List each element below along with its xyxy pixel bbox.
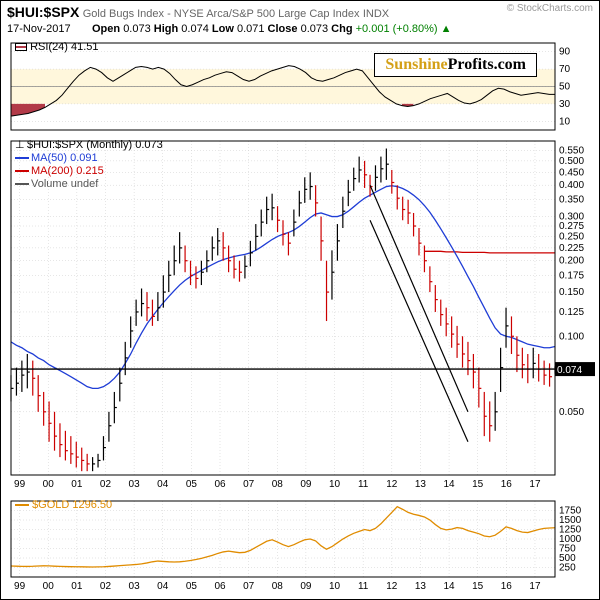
svg-text:15: 15	[472, 581, 484, 592]
svg-text:1500: 1500	[559, 515, 582, 526]
svg-text:14: 14	[444, 581, 456, 592]
svg-text:1250: 1250	[559, 525, 582, 536]
svg-text:05: 05	[186, 581, 198, 592]
svg-text:17: 17	[529, 479, 541, 490]
svg-text:09: 09	[300, 479, 312, 490]
svg-text:0.250: 0.250	[559, 231, 584, 242]
rsi-legend: RSI(24) 41.51	[15, 41, 99, 54]
svg-text:08: 08	[272, 479, 284, 490]
svg-text:10: 10	[329, 581, 341, 592]
svg-text:11: 11	[358, 479, 369, 490]
svg-text:15: 15	[472, 479, 484, 490]
svg-text:03: 03	[129, 479, 141, 490]
svg-text:00: 00	[43, 581, 55, 592]
svg-text:0.050: 0.050	[559, 407, 584, 418]
svg-text:99: 99	[14, 479, 26, 490]
svg-text:06: 06	[214, 479, 226, 490]
svg-text:70: 70	[559, 64, 571, 75]
svg-text:500: 500	[559, 553, 576, 564]
svg-text:750: 750	[559, 544, 576, 555]
svg-text:11: 11	[358, 581, 369, 592]
svg-text:10: 10	[329, 479, 341, 490]
svg-text:01: 01	[71, 581, 83, 592]
svg-text:14: 14	[444, 479, 456, 490]
svg-text:08: 08	[272, 581, 284, 592]
svg-text:00: 00	[43, 479, 55, 490]
svg-text:50: 50	[559, 82, 571, 93]
svg-text:0.450: 0.450	[559, 167, 584, 178]
stock-chart: © StockCharts.com $HUI:$SPX Gold Bugs In…	[0, 0, 600, 600]
svg-text:05: 05	[186, 479, 198, 490]
svg-text:12: 12	[386, 479, 398, 490]
symbol-type: INDX	[363, 8, 389, 20]
watermark: SunshineProfits.com	[374, 53, 537, 77]
svg-text:03: 03	[129, 581, 141, 592]
date: 17-Nov-2017	[7, 23, 71, 35]
svg-text:0.275: 0.275	[559, 221, 584, 232]
svg-text:16: 16	[501, 479, 513, 490]
ohlc-row: 17-Nov-2017 Open 0.073 High 0.074 Low 0.…	[1, 23, 599, 35]
svg-text:13: 13	[415, 581, 427, 592]
svg-text:10: 10	[559, 116, 571, 127]
rsi-icon	[15, 43, 27, 51]
svg-text:0.125: 0.125	[559, 307, 584, 318]
gold-panel: $GOLD 1296.50 25050075010001250150017509…	[7, 497, 595, 595]
svg-text:12: 12	[386, 581, 398, 592]
svg-text:0.074: 0.074	[557, 365, 582, 376]
svg-text:0.400: 0.400	[559, 180, 584, 191]
svg-text:07: 07	[243, 581, 255, 592]
svg-text:16: 16	[501, 581, 513, 592]
svg-text:04: 04	[157, 479, 169, 490]
svg-text:0.225: 0.225	[559, 243, 584, 254]
svg-text:07: 07	[243, 479, 255, 490]
svg-text:0.300: 0.300	[559, 212, 584, 223]
svg-text:99: 99	[14, 581, 26, 592]
svg-text:0.175: 0.175	[559, 270, 584, 281]
svg-text:13: 13	[415, 479, 427, 490]
svg-text:06: 06	[214, 581, 226, 592]
gold-legend: $GOLD 1296.50	[15, 499, 112, 512]
svg-text:250: 250	[559, 563, 576, 574]
svg-text:1750: 1750	[559, 506, 582, 517]
svg-text:0.350: 0.350	[559, 195, 584, 206]
svg-text:0.550: 0.550	[559, 145, 584, 156]
main-legend: ⊥$HUI:$SPX (Monthly) 0.073MA(50) 0.091MA…	[15, 139, 163, 191]
source-attribution: © StockCharts.com	[507, 3, 593, 14]
gold-line-icon	[15, 504, 29, 506]
svg-text:30: 30	[559, 99, 571, 110]
main-panel: ⊥$HUI:$SPX (Monthly) 0.073MA(50) 0.091MA…	[7, 137, 595, 493]
svg-text:90: 90	[559, 47, 571, 58]
svg-text:01: 01	[71, 479, 83, 490]
svg-text:1000: 1000	[559, 534, 582, 545]
svg-text:02: 02	[100, 479, 112, 490]
svg-text:04: 04	[157, 581, 169, 592]
svg-text:17: 17	[529, 581, 541, 592]
svg-text:0.150: 0.150	[559, 287, 584, 298]
svg-text:0.500: 0.500	[559, 156, 584, 167]
symbol-desc: Gold Bugs Index - NYSE Arca/S&P 500 Larg…	[83, 8, 360, 20]
symbol: $HUI:$SPX	[7, 4, 79, 20]
svg-text:0.100: 0.100	[559, 331, 584, 342]
svg-text:09: 09	[300, 581, 312, 592]
svg-text:02: 02	[100, 581, 112, 592]
svg-text:0.200: 0.200	[559, 256, 584, 267]
